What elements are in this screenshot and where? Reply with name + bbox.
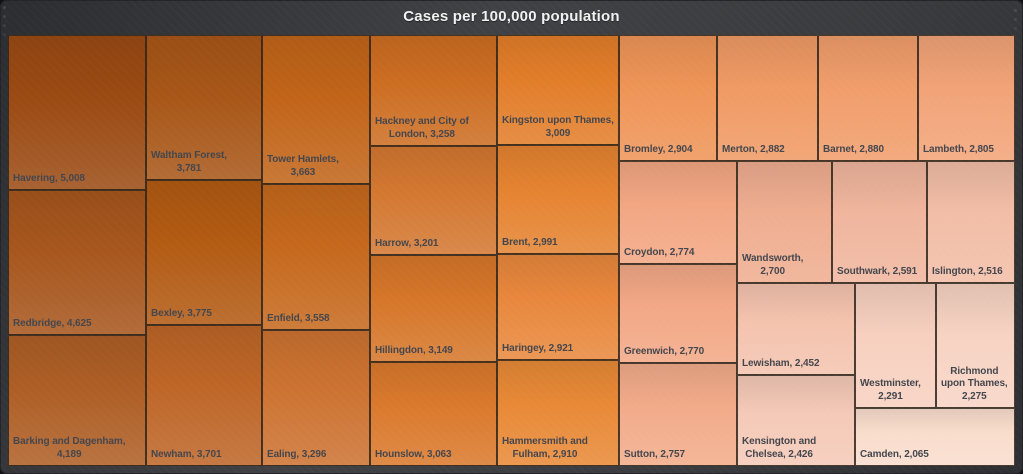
treemap-cell-sutton[interactable]: Sutton, 2,757: [619, 363, 737, 466]
treemap-cell-camden[interactable]: Camden, 2,065: [855, 408, 1015, 466]
treemap-cell-hillingdon[interactable]: Hillingdon, 3,149: [370, 255, 497, 362]
cell-label: Bromley, 2,904: [624, 143, 693, 155]
treemap-cell-islington[interactable]: Islington, 2,516: [927, 161, 1015, 283]
treemap-cell-brent[interactable]: Brent, 2,991: [497, 145, 619, 254]
treemap-cell-tower-hamlets[interactable]: Tower Hamlets, 3,663: [262, 35, 370, 184]
chart-title: Cases per 100,000 population: [403, 8, 620, 25]
cell-label: Camden, 2,065: [860, 448, 929, 460]
treemap-cell-kingston-upon-thames[interactable]: Kingston upon Thames, 3,009: [497, 35, 619, 145]
treemap-cell-haringey[interactable]: Haringey, 2,921: [497, 254, 619, 360]
treemap-cell-lewisham[interactable]: Lewisham, 2,452: [737, 283, 855, 375]
cell-label: Hammersmith and Fulham, 2,910: [502, 436, 588, 460]
treemap-cell-ealing[interactable]: Ealing, 3,296: [262, 330, 370, 466]
treemap-cell-havering[interactable]: Havering, 5,008: [8, 35, 146, 190]
cell-label: Hillingdon, 3,149: [375, 344, 453, 356]
treemap-cell-bexley[interactable]: Bexley, 3,775: [146, 180, 262, 325]
treemap-cell-southwark[interactable]: Southwark, 2,591: [832, 161, 927, 283]
cell-label: Richmond upon Thames, 2,275: [941, 365, 1008, 402]
treemap-cell-richmond-upon-thames[interactable]: Richmond upon Thames, 2,275: [936, 283, 1015, 408]
cell-label: Waltham Forest, 3,781: [151, 150, 227, 174]
cell-label: Merton, 2,882: [722, 143, 785, 155]
treemap-cell-croydon[interactable]: Croydon, 2,774: [619, 161, 737, 264]
treemap-cell-hammersmith-and-fulham[interactable]: Hammersmith and Fulham, 2,910: [497, 360, 619, 466]
cell-label: Enfield, 3,558: [267, 312, 330, 324]
cell-label: Newham, 3,701: [151, 448, 222, 460]
treemap-cell-westminster[interactable]: Westminster, 2,291: [855, 283, 936, 408]
cell-label: Kingston upon Thames, 3,009: [502, 115, 614, 139]
cell-label: Southwark, 2,591: [837, 265, 918, 277]
cell-label: Kensington and Chelsea, 2,426: [742, 436, 817, 460]
treemap-cell-kensington-and-chelsea[interactable]: Kensington and Chelsea, 2,426: [737, 375, 855, 466]
cell-label: Islington, 2,516: [932, 265, 1003, 277]
cell-label: Tower Hamlets, 3,663: [267, 154, 339, 178]
cell-label: Westminster, 2,291: [860, 378, 921, 402]
cell-label: Barnet, 2,880: [823, 143, 884, 155]
treemap-cell-lambeth[interactable]: Lambeth, 2,805: [918, 35, 1015, 161]
cell-label: Hackney and City of London, 3,258: [375, 116, 469, 140]
treemap-cell-bromley[interactable]: Bromley, 2,904: [619, 35, 717, 161]
cell-label: Ealing, 3,296: [267, 448, 327, 460]
treemap-cell-waltham-forest[interactable]: Waltham Forest, 3,781: [146, 35, 262, 180]
cell-label: Greenwich, 2,770: [624, 345, 705, 357]
corner-dots-right-decoration: [1014, 9, 1017, 12]
treemap-cell-harrow[interactable]: Harrow, 3,201: [370, 146, 497, 255]
cell-label: Haringey, 2,921: [502, 342, 574, 354]
cell-label: Havering, 5,008: [13, 172, 85, 184]
cell-label: Lambeth, 2,805: [923, 143, 994, 155]
cell-label: Bexley, 3,775: [151, 307, 212, 319]
cell-label: Brent, 2,991: [502, 236, 558, 248]
treemap-cell-barnet[interactable]: Barnet, 2,880: [818, 35, 918, 161]
cell-label: Wandsworth, 2,700: [742, 253, 804, 277]
treemap-cell-merton[interactable]: Merton, 2,882: [717, 35, 818, 161]
treemap-cell-enfield[interactable]: Enfield, 3,558: [262, 184, 370, 330]
cell-label: Barking and Dagenham, 4,189: [13, 436, 126, 460]
treemap-cell-wandsworth[interactable]: Wandsworth, 2,700: [737, 161, 832, 283]
treemap-cell-hackney-and-city-of-london[interactable]: Hackney and City of London, 3,258: [370, 35, 497, 146]
cell-label: Redbridge, 4,625: [13, 317, 92, 329]
treemap-cell-greenwich[interactable]: Greenwich, 2,770: [619, 264, 737, 363]
cell-label: Harrow, 3,201: [375, 237, 439, 249]
treemap-cell-newham[interactable]: Newham, 3,701: [146, 325, 262, 466]
cell-label: Lewisham, 2,452: [742, 357, 820, 369]
cell-label: Croydon, 2,774: [624, 246, 695, 258]
cell-label: Hounslow, 3,063: [375, 448, 452, 460]
corner-dots-left-decoration: [3, 6, 6, 9]
cell-label: Sutton, 2,757: [624, 448, 685, 460]
treemap-cell-barking-and-dagenham[interactable]: Barking and Dagenham, 4,189: [8, 335, 146, 466]
treemap-cell-redbridge[interactable]: Redbridge, 4,625: [8, 190, 146, 335]
treemap-cell-hounslow[interactable]: Hounslow, 3,063: [370, 362, 497, 466]
